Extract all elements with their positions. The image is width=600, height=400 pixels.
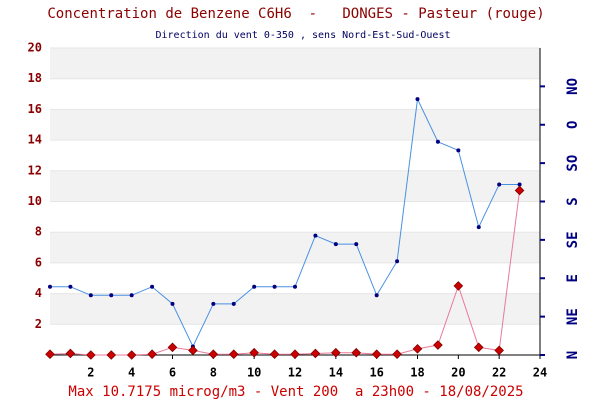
y-tick-label: 10	[28, 194, 42, 208]
point	[494, 345, 504, 356]
y2-tick-label: E	[565, 274, 581, 282]
point	[272, 284, 277, 289]
point	[415, 97, 420, 102]
point	[433, 340, 443, 350]
y2-tick-label: S	[565, 197, 581, 205]
y-tick-label: 18	[28, 71, 42, 85]
chart-subtitle: Direction du vent 0-350 , sens Nord-Est-…	[155, 30, 450, 41]
y-tick-label: 14	[28, 133, 42, 147]
y2-tick-label: SO	[565, 155, 581, 172]
x-tick-label: 4	[128, 366, 135, 380]
point	[170, 301, 175, 306]
x-tick-label: 2	[87, 366, 94, 380]
point	[150, 284, 155, 289]
point	[456, 148, 461, 153]
point	[48, 284, 52, 289]
grid-band	[50, 293, 540, 325]
point	[293, 284, 297, 289]
point	[412, 344, 423, 354]
x-tick-label: 8	[210, 366, 217, 380]
point	[371, 349, 382, 360]
x-tick-label: 14	[329, 366, 343, 380]
point	[331, 347, 341, 358]
y2-tick-label: SE	[565, 231, 581, 248]
chart-footer: Max 10.7175 microg/m3 - Vent 200 a 23h00…	[68, 384, 523, 400]
grid-band	[50, 232, 540, 263]
point	[473, 342, 484, 353]
point	[129, 293, 134, 298]
point	[188, 345, 198, 356]
y-tick-label: 16	[28, 102, 42, 116]
point	[208, 349, 219, 360]
point	[65, 348, 76, 359]
grid-band	[50, 109, 540, 141]
y-tick-label: 20	[28, 41, 42, 55]
y2-tick-label: N	[565, 351, 581, 359]
y2-tick-label: NE	[565, 308, 581, 325]
point	[290, 349, 300, 360]
y-tick-label: 8	[35, 225, 42, 239]
point	[453, 281, 464, 291]
x-tick-label: 6	[169, 366, 176, 380]
point	[497, 182, 502, 187]
x-tick-label: 18	[410, 366, 424, 380]
point	[517, 182, 522, 187]
point	[374, 293, 379, 298]
point	[395, 259, 400, 264]
x-tick-label: 10	[247, 366, 261, 380]
x-tick-label: 24	[533, 366, 547, 380]
x-tick-label: 16	[369, 366, 383, 380]
point	[476, 225, 481, 230]
point	[147, 349, 157, 360]
x-tick-label: 20	[451, 366, 465, 380]
point	[167, 342, 178, 353]
y-tick-label: 12	[28, 163, 42, 177]
point	[68, 284, 73, 289]
point	[126, 350, 137, 360]
point	[313, 233, 318, 238]
point	[514, 185, 525, 196]
point	[435, 139, 440, 144]
x-tick-label: 12	[288, 366, 302, 380]
point	[351, 347, 362, 358]
point	[269, 349, 280, 360]
x-tick-label: 22	[492, 366, 506, 380]
grid-band	[50, 48, 540, 79]
point	[109, 293, 114, 298]
y-tick-label: 6	[35, 255, 42, 269]
y-tick-label: 2	[35, 317, 42, 331]
point	[252, 284, 257, 289]
point	[88, 293, 93, 298]
point	[354, 242, 359, 247]
chart-title: Concentration de Benzene C6H6 - DONGES -…	[47, 6, 544, 22]
point	[249, 347, 259, 358]
point	[231, 301, 236, 306]
y2-tick-label: NO	[565, 78, 581, 95]
point	[45, 349, 55, 360]
point	[211, 301, 216, 306]
point	[228, 349, 239, 360]
point	[392, 349, 402, 360]
series-line	[50, 97, 520, 348]
y2-tick-label: O	[565, 121, 581, 129]
point	[310, 348, 321, 359]
y-tick-label: 4	[35, 286, 42, 300]
point	[333, 242, 338, 247]
grid-band	[50, 170, 540, 202]
point	[86, 350, 96, 360]
point	[106, 350, 117, 360]
